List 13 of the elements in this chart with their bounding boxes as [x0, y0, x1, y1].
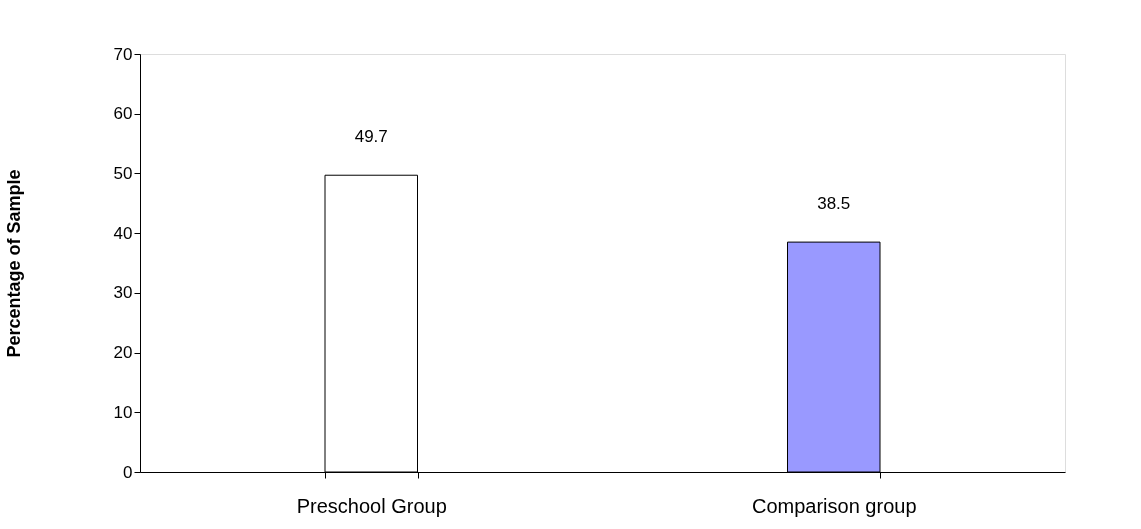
- y-tick-label: 40: [113, 223, 133, 243]
- data-label: 38.5: [817, 194, 851, 214]
- y-tick-label: 0: [123, 462, 133, 482]
- y-tick-label: 30: [113, 283, 133, 303]
- y-tick-label: 70: [113, 44, 133, 64]
- x-tick-label: Comparison group: [751, 494, 917, 517]
- y-tick-label: 20: [113, 343, 133, 363]
- y-tick-label: 60: [113, 104, 133, 124]
- y-tick-label: 10: [113, 402, 133, 422]
- x-tick-label: Preschool Group: [296, 494, 447, 517]
- data-label: 49.7: [354, 127, 388, 147]
- y-axis-title: Percentage of Sample: [3, 169, 24, 358]
- y-tick-label: 50: [113, 163, 133, 183]
